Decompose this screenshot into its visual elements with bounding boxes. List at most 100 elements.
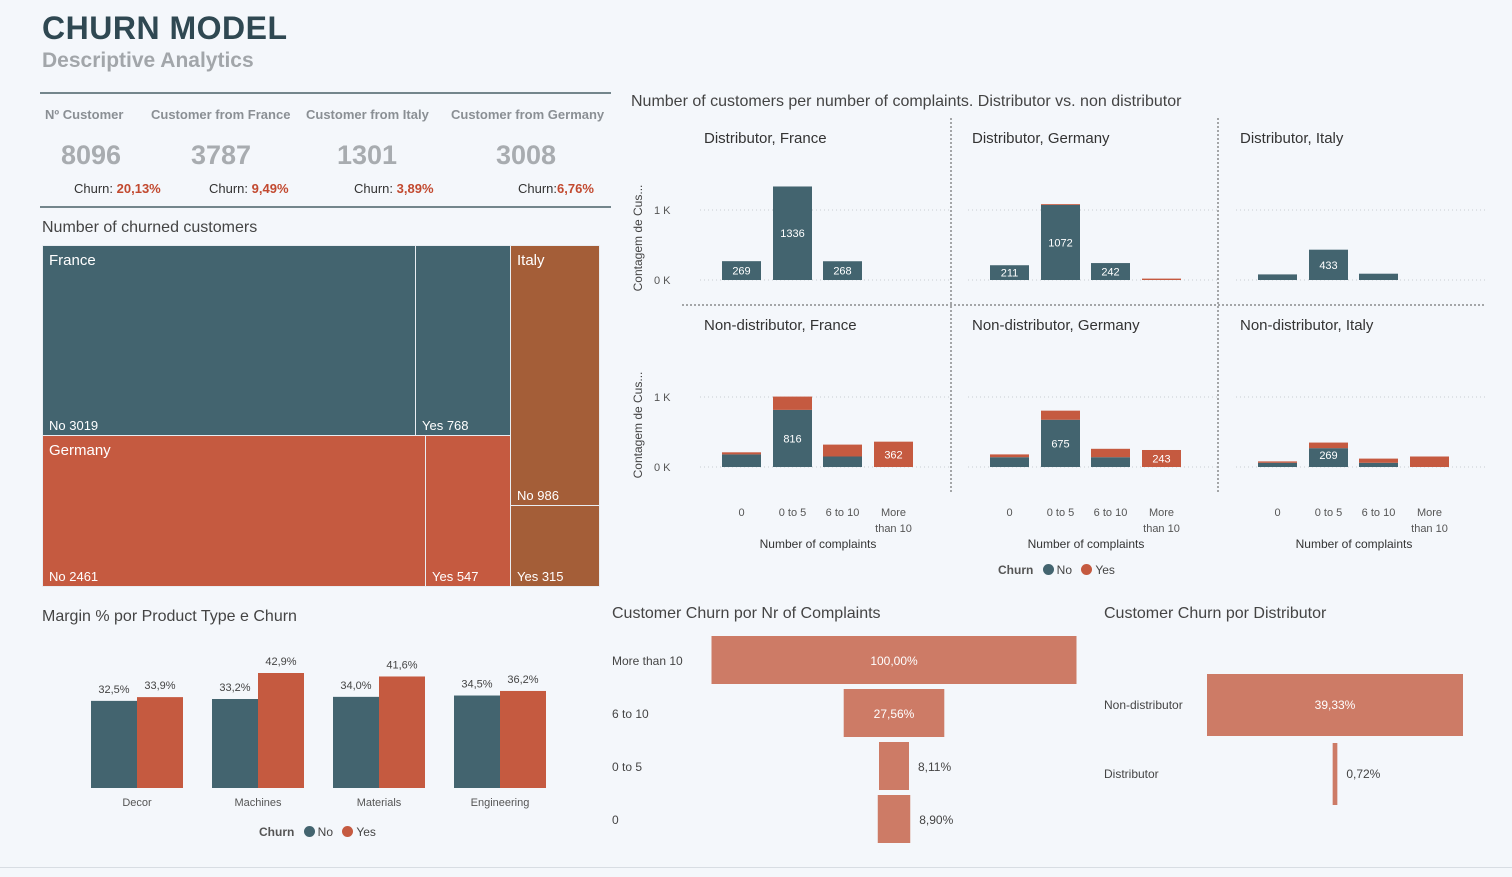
bar-yes[interactable] [1041,410,1080,420]
bar-no[interactable] [333,696,379,788]
kpi-churn-label: Churn: [74,181,117,196]
legend-title: Churn [998,563,1034,577]
treemap-title: Number of churned customers [42,219,258,236]
bar-yes[interactable] [990,454,1029,458]
bar-yes[interactable] [1410,456,1449,468]
funnel-bar[interactable] [1332,743,1338,805]
bar-no[interactable] [1309,249,1348,280]
legend-no-label: No [317,825,334,839]
margin-by-product-chart[interactable]: 32,5% 33,9% Decor 33,2% 42,9% Machines 34,0% 41… [42,640,602,820]
funnel-chart-title: Customer Churn por Nr of Complaints [612,605,881,622]
x-axis-title: Number of complaints [760,537,877,551]
treemap-france-no[interactable]: France No 3019 [42,245,416,436]
bar-yes[interactable] [1309,442,1348,449]
funnel-bar[interactable] [711,636,1077,684]
footer-divider [0,867,1512,868]
funnel-bar[interactable] [843,689,945,737]
bar-no[interactable] [1041,419,1080,467]
bar-yes[interactable] [379,676,425,788]
bar-data-label: 243 [1152,453,1170,465]
bar-yes[interactable] [773,396,812,410]
bar-no[interactable] [823,261,862,280]
treemap-germany-no[interactable]: Germany No 2461 [42,435,426,587]
treemap-italy-no[interactable]: Italy No 986 [510,245,600,506]
category-label: 0 to 5 [612,760,642,774]
kpi-label-germany: Customer from Germany [451,107,605,122]
bar-data-label: 39,33% [1315,698,1356,712]
x-axis-title: Number of complaints [1028,537,1145,551]
bar-no[interactable] [1091,457,1130,467]
bar-data-label: 816 [783,433,801,445]
funnel-bar[interactable] [879,742,909,790]
bar-yes[interactable] [1142,449,1181,467]
bar-yes[interactable] [874,441,913,467]
treemap-germany-yes[interactable]: Yes 547 [425,435,511,587]
bar-yes[interactable] [722,452,761,455]
bar-no[interactable] [454,695,500,788]
bar-data-label: 0,72% [1346,767,1380,781]
bar-no[interactable] [1309,448,1348,467]
bar-yes[interactable] [1359,458,1398,463]
treemap-italy-yes[interactable]: Yes 315 [510,505,600,587]
bar-no[interactable] [91,700,137,788]
churn-by-complaints-chart[interactable]: More than 10 100,00% 6 to 10 27,56% 0 to 5 8,… [600,630,1100,845]
x-tick-label: 0 to 5 [1315,507,1343,519]
funnel-bar[interactable] [877,795,911,843]
panel-title: Distributor, Germany [972,130,1110,147]
kpi-churn-label: Churn: [209,181,252,196]
kpi-churn-total: Churn: 20,13% [74,181,161,196]
kpi-label-france: Customer from France [151,107,291,122]
bar-no[interactable] [990,457,1029,467]
bar-data-label: 1072 [1048,237,1072,249]
bar-no[interactable] [1091,263,1130,280]
bar-no[interactable] [722,261,761,280]
bar-yes[interactable] [1142,278,1181,280]
bar-data-label: 36,2% [507,674,538,686]
bar-no[interactable] [1359,462,1398,467]
bar-data-label: 42,9% [265,656,296,668]
complaints-small-multiples-chart[interactable]: Contagem de Cus... 0 K 1 K Contagem de Cus.… [620,110,1500,590]
bar-no[interactable] [990,265,1029,280]
kpi-value-germany: 3008 [496,140,557,170]
legend-yes-swatch [342,826,354,837]
margin-legend: Churn No Yes [259,825,376,839]
kpi-value-france: 3787 [191,140,252,170]
bar-yes[interactable] [500,690,546,788]
bar-yes[interactable] [137,697,183,788]
bar-yes[interactable] [1041,204,1080,205]
x-tick-label: 0 to 5 [779,507,807,519]
bar-data-label: 33,2% [219,682,250,694]
y-tick-label: 1 K [654,392,671,404]
bar-data-label: 1336 [780,228,804,240]
legend-no-swatch [303,826,315,837]
bar-data-label: 242 [1101,267,1119,279]
bar-no[interactable] [1258,274,1297,280]
bar-no[interactable] [212,699,258,788]
bar-yes[interactable] [1091,448,1130,458]
legend-no-label: No [1056,563,1073,577]
bar-no[interactable] [773,409,812,467]
bar-no[interactable] [722,454,761,467]
panel-title: Non-distributor, France [704,317,857,334]
y-tick-label: 0 K [654,462,671,474]
bar-data-label: 211 [1001,268,1019,280]
bar-data-label: 33,9% [144,680,175,692]
bar-no[interactable] [1041,204,1080,280]
bar-yes[interactable] [823,444,862,457]
bar-no[interactable] [1359,273,1398,280]
kpi-churn-label: Churn: [354,181,397,196]
legend-no-swatch [1042,564,1054,575]
bar-no[interactable] [1258,462,1297,467]
bar-yes[interactable] [1258,461,1297,463]
bar-no[interactable] [823,456,862,468]
bar-yes[interactable] [258,673,304,788]
treemap-france-yes[interactable]: Yes 768 [415,245,511,436]
funnel-bar[interactable] [1207,674,1463,736]
x-tick-label: Engineering [471,797,530,809]
category-label: 6 to 10 [612,707,649,721]
bar-no[interactable] [773,186,812,280]
churn-by-distributor-chart[interactable]: Non-distributor 39,33% Distributor 0,72% [1100,665,1500,815]
treemap-germany-label: Germany [49,442,111,459]
panel-title: Distributor, Italy [1240,130,1344,147]
panel-title: Non-distributor, Italy [1240,317,1374,334]
